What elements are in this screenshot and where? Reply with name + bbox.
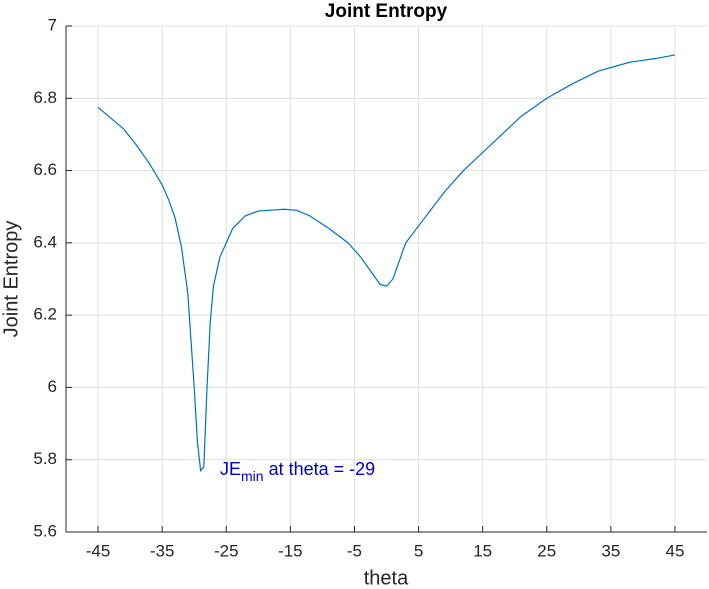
y-tick-label: 6: [48, 377, 57, 396]
x-tick-label: 45: [665, 541, 684, 560]
x-tick-label: -15: [278, 541, 303, 560]
y-tick-label: 6.4: [33, 232, 57, 251]
annotation-text: JE: [220, 459, 241, 479]
annotation-suffix: at theta = -29: [264, 459, 376, 479]
x-tick-label: 5: [414, 541, 423, 560]
x-tick-label: -5: [347, 541, 362, 560]
y-tick-label: 6.6: [33, 160, 57, 179]
annotation-subscript: min: [241, 468, 264, 484]
y-tick-label: 6.8: [33, 88, 57, 107]
x-tick-label: -35: [150, 541, 175, 560]
chart-title: Joint Entropy: [325, 1, 448, 22]
y-tick-label: 6.2: [33, 305, 57, 324]
x-tick-label: -25: [214, 541, 239, 560]
data-line: [97, 54, 676, 472]
x-tick-label: -45: [86, 541, 111, 560]
x-tick-label: 15: [473, 541, 492, 560]
y-tick-label: 5.6: [33, 521, 57, 540]
x-tick-label: 25: [537, 541, 556, 560]
y-tick-label: 7: [48, 15, 57, 34]
x-tick-label: 35: [601, 541, 620, 560]
y-axis-label: Joint Entropy: [0, 221, 22, 338]
y-tick-label: 5.8: [33, 449, 57, 468]
annotation: JEmin at theta = -29: [220, 459, 375, 484]
x-axis-label: theta: [364, 567, 409, 589]
